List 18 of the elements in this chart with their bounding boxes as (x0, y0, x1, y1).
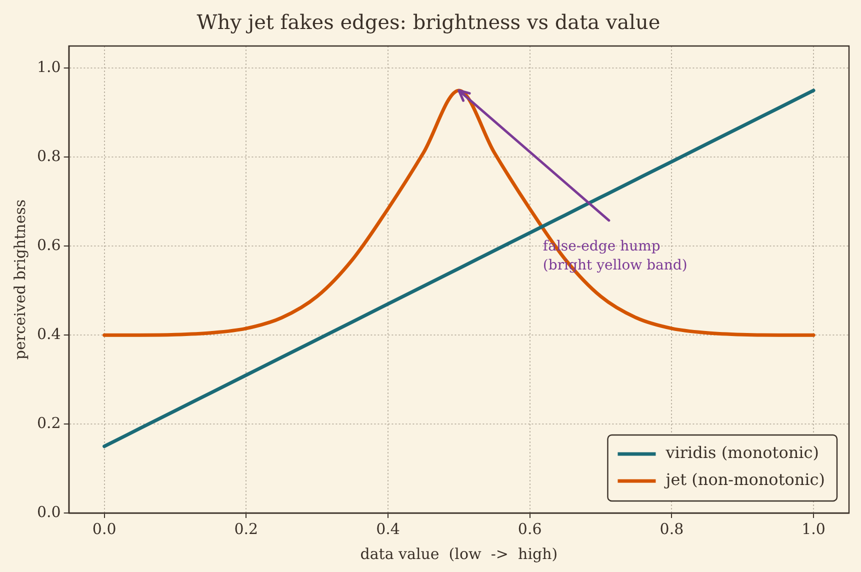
x-tick-label: 0.0 (92, 520, 116, 538)
y-tick-label: 0.8 (36, 147, 61, 166)
x-axis-title: data value (low -> high) (360, 544, 558, 563)
line-series (102, 88, 816, 337)
legend-label: jet (non-monotonic) (664, 470, 825, 490)
x-tick-label: 1.0 (802, 520, 826, 538)
y-tick-label: 0.2 (36, 414, 61, 432)
x-tick-label: 0.2 (234, 520, 258, 538)
y-axis-title: perceived brightness (10, 199, 29, 360)
y-tick-label: 1.0 (36, 58, 61, 76)
y-tick-label: 0.4 (36, 324, 61, 343)
y-tick-label: 0.6 (36, 236, 61, 254)
chart-title: Why jet fakes edges: brightness vs data value (196, 10, 660, 34)
x-tick-label: 0.8 (660, 520, 684, 538)
x-tick-label: 0.4 (376, 520, 400, 538)
y-tick-label: 0.0 (36, 502, 61, 521)
legend-label: viridis (monotonic) (664, 443, 819, 462)
x-tick-label: 0.6 (518, 520, 542, 538)
